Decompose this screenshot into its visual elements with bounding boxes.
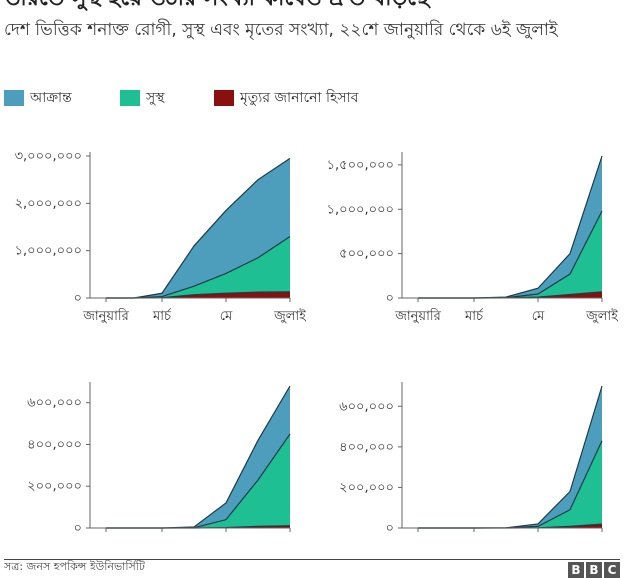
x-tick-label: মে (220, 309, 233, 324)
y-tick-label: ৬০০,০০০ (27, 396, 82, 411)
chart-panel-4: ০ ২০০,০০০ ৪০০,০০০ ৬০০,০০০ (312, 370, 624, 570)
y-tick-label: ২০০,০০০ (339, 480, 394, 495)
logo-letter-2: B (586, 562, 602, 578)
legend-label-deaths: মৃত্যুর জানানো হিসাব (240, 90, 359, 106)
x-tick-label: জুলাই (585, 308, 619, 324)
x-tick-label: মার্চ (152, 308, 172, 324)
y-tick-label: ৬০০,০০০ (339, 399, 394, 414)
y-tick-label: ১,০০০,০০০ (327, 202, 394, 217)
y-tick-label: ০ (386, 521, 394, 536)
footer-divider (4, 559, 620, 560)
series-area (106, 236, 290, 298)
chart-subtitle: দেশ ভিত্তিক শনাক্ত রোগী, সুস্থ এবং মৃতের… (4, 20, 558, 40)
y-tick-label: ৪০০,০০০ (27, 437, 82, 452)
legend-label-recovered: সুস্থ (146, 90, 165, 106)
y-tick-label: ০ (386, 291, 394, 306)
x-tick-label: জানুয়ারি (394, 308, 441, 324)
legend-swatch-deaths (214, 90, 234, 106)
chart-svg: ০ ২০০,০০০ ৪০০,০০০ ৬০০,০০০ (27, 382, 291, 536)
series-area (418, 291, 602, 298)
legend-swatch-recovered (120, 90, 140, 106)
series-area (418, 211, 602, 298)
chart-panel-1: ০ ১,০০০,০০০ ২,০০০,০০০ ৩,০০০,০০০ জানুয়ারি মার… (0, 140, 312, 340)
x-tick-label: জানুয়ারি (82, 308, 129, 324)
legend: আক্রান্ত সুস্থ মৃত্যুর জানানো হিসাব (4, 86, 614, 106)
chart-title: ভারতে সুস্থ হয়ে ওঠার সংখ্যা কাবেও দ্রুত… (4, 0, 620, 12)
y-tick-label: ৫০০,০০০ (339, 247, 394, 262)
y-tick-label: ২০০,০০০ (27, 479, 82, 494)
y-tick-label: ০ (74, 291, 82, 306)
y-tick-label: ৩,০০০,০০০ (15, 149, 82, 164)
chart-panel-2: ০ ৫০০,০০০ ১,০০০,০০০ ১,৫০০,০০০ জানুয়ারি মার্চ… (312, 140, 624, 340)
legend-item-confirmed: আক্রান্ত (4, 86, 72, 110)
footer-source: সূত্র: জনস হপকিন্স ইউনিভার্সিটি (4, 560, 145, 570)
bbc-logo: B B C (568, 562, 620, 578)
legend-swatch-confirmed (4, 90, 24, 106)
y-tick-label: ১,৫০০,০০০ (327, 158, 394, 173)
series-area (418, 440, 602, 528)
series-area (106, 386, 290, 528)
series-area (106, 434, 290, 528)
chart-svg: ০ ২০০,০০০ ৪০০,০০০ ৬০০,০০০ (339, 382, 603, 536)
y-tick-label: ৪০০,০০০ (339, 440, 394, 455)
chart-panel-3: ০ ২০০,০০০ ৪০০,০০০ ৬০০,০০০ (0, 370, 312, 570)
logo-letter-3: C (604, 562, 620, 578)
logo-letter-1: B (568, 562, 584, 578)
x-tick-label: মার্চ (464, 308, 484, 324)
x-tick-label: মে (532, 309, 545, 324)
y-tick-label: ২,০০০,০০০ (15, 196, 82, 211)
chart-svg: ০ ১,০০০,০০০ ২,০০০,০০০ ৩,০০০,০০০ জানুয়ারি মার… (15, 149, 308, 324)
y-tick-label: ১,০০০,০০০ (15, 244, 82, 259)
x-tick-label: জুলাই (273, 308, 307, 324)
legend-item-deaths: মৃত্যুর জানানো হিসাব (214, 86, 358, 110)
chart-svg: ০ ৫০০,০০০ ১,০০০,০০০ ১,৫০০,০০০ জানুয়ারি মার্চ… (327, 152, 619, 324)
legend-label-confirmed: আক্রান্ত (30, 90, 72, 106)
legend-item-recovered: সুস্থ (120, 86, 165, 110)
y-tick-label: ০ (74, 521, 82, 536)
